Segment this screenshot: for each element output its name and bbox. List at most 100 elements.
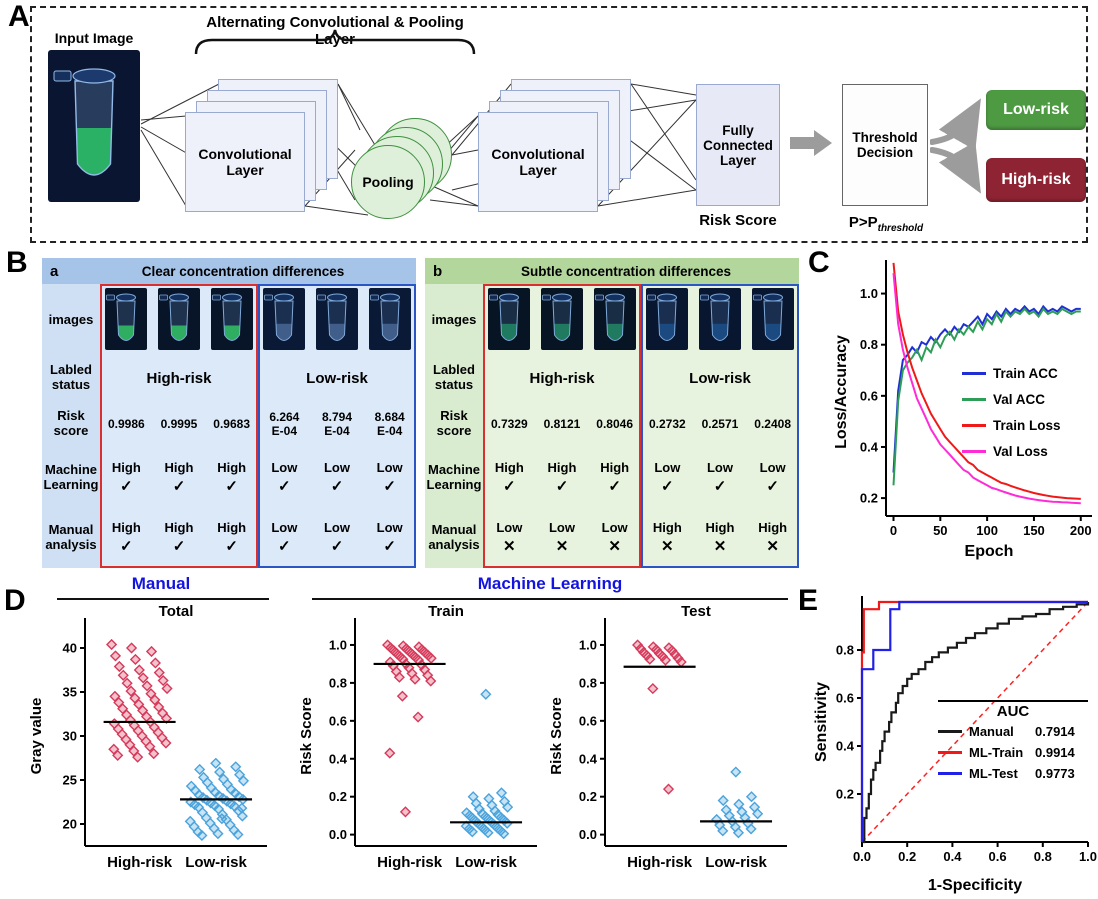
total-swarm-plot: Total 20 25 30 35 40 Gray value High-risk Low-ri… [28, 603, 267, 871]
row-label: Labled status [425, 356, 483, 400]
table-subtle-differences: b Subtle concentration differences images L… [425, 258, 799, 568]
risk-score-value: 0.2408 [754, 416, 791, 431]
ml-result-label: Low [654, 460, 681, 476]
row-label: Labled status [42, 356, 100, 400]
ml-result-mark: ✓ [225, 477, 238, 495]
train-swarm-plot: Train 0.0 0.2 0.4 0.6 0.8 1.0 Risk Score High-ri… [298, 603, 537, 871]
svg-text:Total: Total [159, 603, 194, 620]
series-train-acc [892, 304, 1081, 473]
conv-stack-1: Convolutional Layer [185, 79, 345, 214]
manual-analysis-result: High ✕ [694, 508, 747, 568]
sample-tube-image [698, 288, 741, 350]
table-title-text: Subtle concentration differences [520, 263, 732, 279]
ml-group-label: Machine Learning [477, 574, 623, 593]
risk-score-value: 8.794 E-04 [321, 409, 352, 438]
svg-text:0.4: 0.4 [836, 739, 855, 754]
manual-result-mark: ✕ [503, 537, 516, 555]
manual-analysis-result: Low ✓ [363, 508, 416, 568]
ml-result-label: High [600, 460, 630, 476]
legend-swatch [938, 772, 962, 775]
risk-score-value: 0.9995 [160, 416, 198, 431]
roc-chart: 0.2 0.4 0.6 0.8 0.0 0.2 0.4 0.6 0.8 1.0 1-Specific… [813, 596, 1097, 894]
svg-text:Epoch: Epoch [965, 543, 1014, 560]
labeled-status: Low-risk [306, 369, 368, 387]
manual-result-label: Low [496, 520, 523, 536]
legend-auc-value: 0.7914 [1035, 724, 1075, 739]
legend-series-name: Manual [969, 724, 1014, 739]
sample-tube-image [646, 288, 689, 350]
ml-result-label: Low [706, 460, 733, 476]
high-risk-output: High-risk [986, 158, 1086, 202]
ml-result-label: High [494, 460, 524, 476]
manual-analysis-result: Low ✕ [483, 508, 536, 568]
risk-score-value: 0.8046 [596, 416, 633, 431]
manual-result-label: Low [376, 520, 403, 536]
svg-text:Risk Score: Risk Score [548, 697, 565, 775]
row-label: Machine Learning [425, 448, 483, 508]
manual-result-mark: ✓ [120, 537, 133, 555]
manual-result-label: Low [548, 520, 575, 536]
svg-text:0.6: 0.6 [836, 691, 854, 706]
legend-series-name: ML-Train [969, 745, 1024, 760]
sample-tube-image [210, 288, 253, 350]
panel-a-box [30, 6, 1088, 243]
machine-learning-result: High ✓ [205, 448, 258, 508]
risk-score-label: Risk Score [699, 212, 777, 229]
input-image [48, 50, 140, 202]
svg-text:0.8: 0.8 [579, 675, 597, 690]
ml-result-mark: ✓ [172, 477, 186, 495]
ml-result-mark: ✓ [383, 477, 396, 495]
svg-text:0.2: 0.2 [329, 789, 347, 804]
svg-text:20: 20 [63, 817, 77, 832]
svg-text:Train: Train [428, 603, 464, 620]
row-label: images [42, 284, 100, 356]
machine-learning-result: Low ✓ [694, 448, 747, 508]
svg-text:0.2: 0.2 [579, 789, 597, 804]
manual-analysis-result: High ✓ [100, 508, 153, 568]
legend-row: Train Loss [962, 412, 1082, 438]
tube-image-cell [536, 284, 589, 356]
svg-text:0.8: 0.8 [860, 337, 878, 352]
low-risk-points [184, 757, 250, 842]
pooling-layers: Pooling [351, 118, 455, 222]
svg-text:1-Specificity: 1-Specificity [928, 877, 1022, 894]
svg-text:0.8: 0.8 [836, 643, 854, 658]
manual-analysis-result: Low ✕ [536, 508, 589, 568]
roc-manual [862, 602, 1090, 844]
svg-text:High-risk: High-risk [107, 854, 173, 871]
legend-swatch [962, 371, 986, 375]
svg-text:Sensitivity: Sensitivity [813, 682, 830, 762]
svg-text:Gray value: Gray value [28, 698, 45, 775]
sample-tube-image [368, 288, 411, 350]
manual-analysis-result: Low ✕ [588, 508, 641, 568]
svg-text:200: 200 [1070, 523, 1092, 538]
machine-learning-result: High ✓ [153, 448, 206, 508]
table-title: a Clear concentration differences [42, 258, 416, 284]
high-risk-points [632, 639, 687, 795]
pooling-label: Pooling [362, 174, 414, 190]
sample-tube-image [751, 288, 794, 350]
manual-result-mark: ✕ [608, 537, 621, 555]
tube-image-cell [483, 284, 536, 356]
legend-swatch [938, 751, 962, 754]
conv1-label: Convolutional Layer [198, 146, 292, 178]
panel-e-label: E [798, 584, 819, 617]
legend-swatch [962, 423, 986, 427]
legend-auc-value: 0.9914 [1035, 745, 1075, 760]
sample-tube-image [540, 288, 583, 350]
svg-text:Loss/Accuracy: Loss/Accuracy [833, 335, 850, 449]
svg-text:50: 50 [933, 523, 947, 538]
machine-learning-result: High ✓ [588, 448, 641, 508]
machine-learning-result: Low ✓ [258, 448, 311, 508]
svg-text:1.0: 1.0 [579, 637, 597, 652]
tube-image-cell [746, 284, 799, 356]
row-label: Manual analysis [42, 508, 100, 568]
svg-text:0.6: 0.6 [579, 713, 597, 728]
svg-text:0.2: 0.2 [860, 491, 878, 506]
sample-tube-image [157, 288, 200, 350]
auc-legend-row: ML-Train 0.9914 [938, 742, 1088, 763]
machine-learning-result: Low ✓ [363, 448, 416, 508]
sample-tube-image [105, 288, 148, 350]
legend-swatch [938, 730, 962, 733]
